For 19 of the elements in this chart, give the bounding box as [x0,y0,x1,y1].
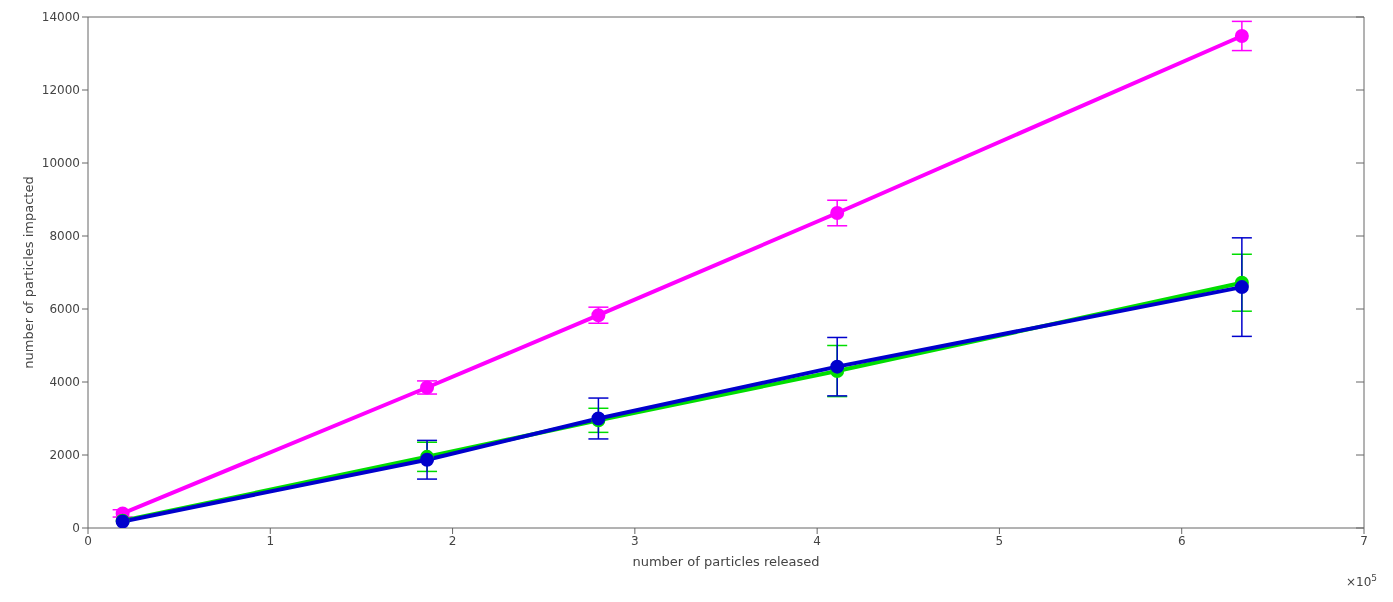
y-tick-label: 0 [72,521,80,536]
x-tick-label: 0 [84,533,92,548]
y-tick-label: 12000 [41,83,80,98]
x-tick-label: 2 [448,533,457,548]
x-tick-label: 4 [813,533,821,548]
y-tick-label: 10000 [41,156,80,171]
x-axis-title: number of particles released [632,554,820,569]
x-tick-label: 5 [995,533,1004,548]
text: ×10$^{5}$ [1345,573,1377,589]
y-tick-label: 8000 [49,229,80,244]
y-tick-label: 6000 [49,302,80,317]
x-tick-label: 7 [1360,533,1368,548]
y-tick-label: 2000 [49,448,80,463]
x-tick-label: 3 [631,533,639,548]
y-tick-label: 4000 [49,375,80,390]
x-tick-label: 6 [1177,533,1186,548]
y-axis-title: number of particles impacted [20,176,36,369]
x-tick-label: 1 [266,533,275,548]
y-tick-label: 14000 [41,10,80,25]
